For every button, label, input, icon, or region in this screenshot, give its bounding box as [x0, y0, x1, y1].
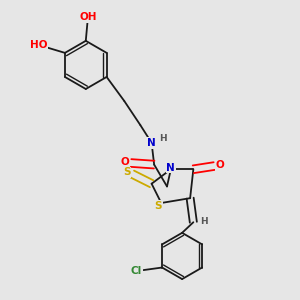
Text: OH: OH [80, 12, 97, 22]
Text: Cl: Cl [131, 266, 142, 276]
Text: S: S [154, 200, 162, 211]
Text: H: H [200, 217, 207, 226]
Text: N: N [147, 138, 156, 148]
Text: HO: HO [30, 40, 47, 50]
Text: S: S [123, 167, 130, 178]
Text: N: N [167, 163, 175, 173]
Text: H: H [159, 134, 166, 143]
Text: O: O [216, 160, 224, 170]
Text: O: O [121, 157, 130, 167]
